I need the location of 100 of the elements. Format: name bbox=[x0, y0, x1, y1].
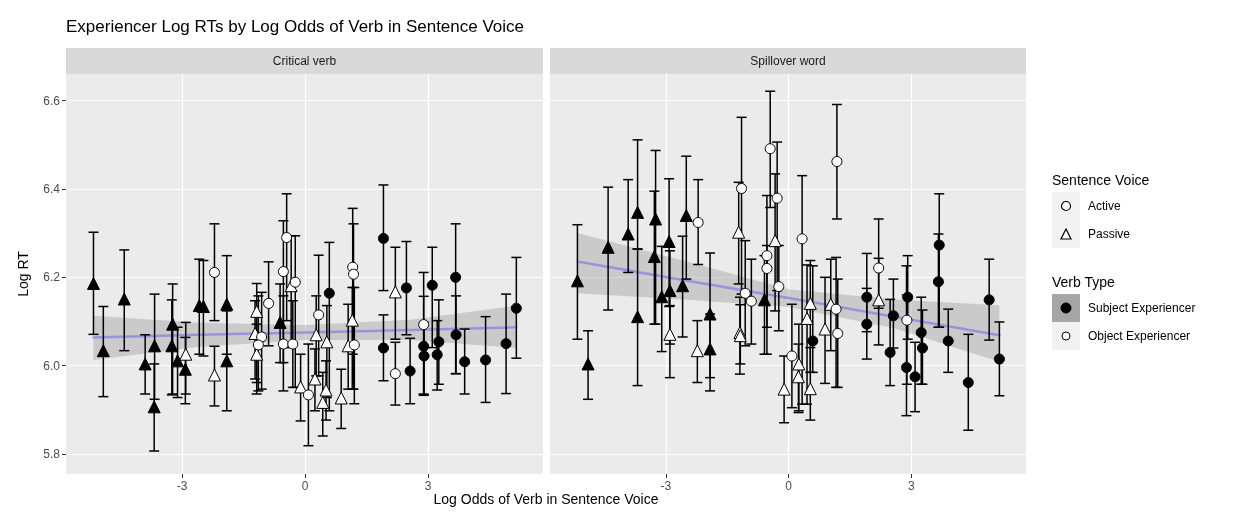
point bbox=[316, 395, 330, 409]
point bbox=[117, 292, 131, 306]
point bbox=[771, 192, 783, 204]
point bbox=[873, 262, 885, 274]
point bbox=[220, 354, 234, 368]
point bbox=[703, 307, 717, 321]
chart-subtitle: Critical verb bbox=[272, 54, 337, 68]
point bbox=[147, 400, 161, 414]
point bbox=[388, 285, 402, 299]
point bbox=[887, 310, 899, 322]
text: Verb Type bbox=[1052, 274, 1116, 290]
point bbox=[909, 371, 921, 383]
point bbox=[786, 350, 798, 362]
x-axis-title: Log Odds of Verb in Sentence Voice bbox=[433, 491, 659, 507]
text: Subject Experiencer bbox=[1088, 301, 1196, 315]
point bbox=[649, 212, 663, 226]
point bbox=[830, 303, 842, 315]
point bbox=[803, 382, 817, 396]
point bbox=[942, 335, 954, 347]
point bbox=[692, 217, 704, 229]
point bbox=[418, 319, 430, 331]
x-tick-label: 0 bbox=[785, 479, 793, 493]
point bbox=[902, 291, 914, 303]
point bbox=[647, 250, 661, 264]
point bbox=[663, 327, 677, 341]
point bbox=[745, 295, 757, 307]
text: Sentence Voice bbox=[1052, 172, 1151, 188]
point bbox=[294, 380, 308, 394]
point bbox=[166, 317, 180, 331]
point bbox=[739, 287, 751, 299]
point bbox=[570, 274, 584, 288]
point bbox=[348, 268, 360, 280]
point bbox=[171, 354, 185, 368]
point bbox=[621, 227, 635, 241]
point bbox=[861, 318, 873, 330]
point bbox=[480, 354, 492, 366]
point bbox=[916, 342, 928, 354]
point bbox=[179, 347, 193, 361]
x-tick-label: 0 bbox=[301, 479, 309, 493]
point bbox=[345, 313, 359, 327]
point bbox=[450, 271, 462, 283]
point bbox=[818, 322, 832, 336]
point bbox=[319, 383, 333, 397]
point bbox=[418, 350, 430, 362]
point bbox=[791, 370, 805, 384]
point bbox=[313, 309, 325, 321]
point bbox=[933, 239, 945, 251]
x-tick-label: 3 bbox=[908, 479, 916, 493]
point bbox=[165, 339, 179, 353]
point bbox=[450, 329, 462, 341]
point bbox=[220, 297, 234, 311]
point bbox=[433, 336, 445, 348]
point bbox=[426, 279, 438, 291]
text: Passive bbox=[1088, 227, 1131, 241]
y-tick-label: 6.0 bbox=[43, 358, 61, 373]
point bbox=[796, 233, 808, 245]
point bbox=[732, 225, 746, 239]
point bbox=[377, 232, 389, 244]
point bbox=[323, 287, 335, 299]
text: Object Experiencer bbox=[1088, 329, 1191, 343]
point bbox=[792, 357, 806, 371]
point bbox=[757, 293, 771, 307]
y-tick-label: 6.6 bbox=[43, 93, 61, 108]
point bbox=[302, 389, 314, 401]
y-tick-label: 6.2 bbox=[43, 270, 61, 285]
chart-title: Experiencer Log RTs by Log Odds of Verb in Sentence Voice bbox=[66, 17, 525, 37]
point bbox=[263, 297, 275, 309]
point bbox=[138, 357, 152, 371]
point bbox=[631, 310, 645, 324]
point bbox=[831, 156, 843, 168]
point bbox=[872, 293, 886, 307]
point bbox=[662, 235, 676, 249]
point bbox=[932, 276, 944, 288]
point bbox=[676, 279, 690, 293]
point bbox=[832, 327, 844, 339]
point bbox=[601, 240, 615, 254]
point bbox=[178, 362, 192, 376]
point bbox=[400, 282, 412, 294]
point bbox=[289, 276, 301, 288]
point bbox=[993, 353, 1005, 365]
point bbox=[807, 335, 819, 347]
point bbox=[389, 368, 401, 380]
point bbox=[962, 377, 974, 389]
point bbox=[418, 340, 430, 352]
point bbox=[273, 315, 287, 329]
point bbox=[431, 349, 443, 361]
text: Active bbox=[1088, 199, 1121, 213]
point bbox=[208, 266, 220, 278]
point bbox=[277, 338, 289, 350]
point bbox=[773, 281, 785, 293]
y-axis-title: Log RT bbox=[15, 250, 31, 297]
point bbox=[334, 391, 348, 405]
point bbox=[377, 342, 389, 354]
point bbox=[148, 339, 162, 353]
point bbox=[764, 143, 776, 155]
y-tick-label: 5.8 bbox=[43, 447, 61, 462]
point bbox=[884, 346, 896, 358]
point bbox=[761, 262, 773, 274]
point bbox=[861, 291, 873, 303]
point bbox=[196, 299, 210, 313]
